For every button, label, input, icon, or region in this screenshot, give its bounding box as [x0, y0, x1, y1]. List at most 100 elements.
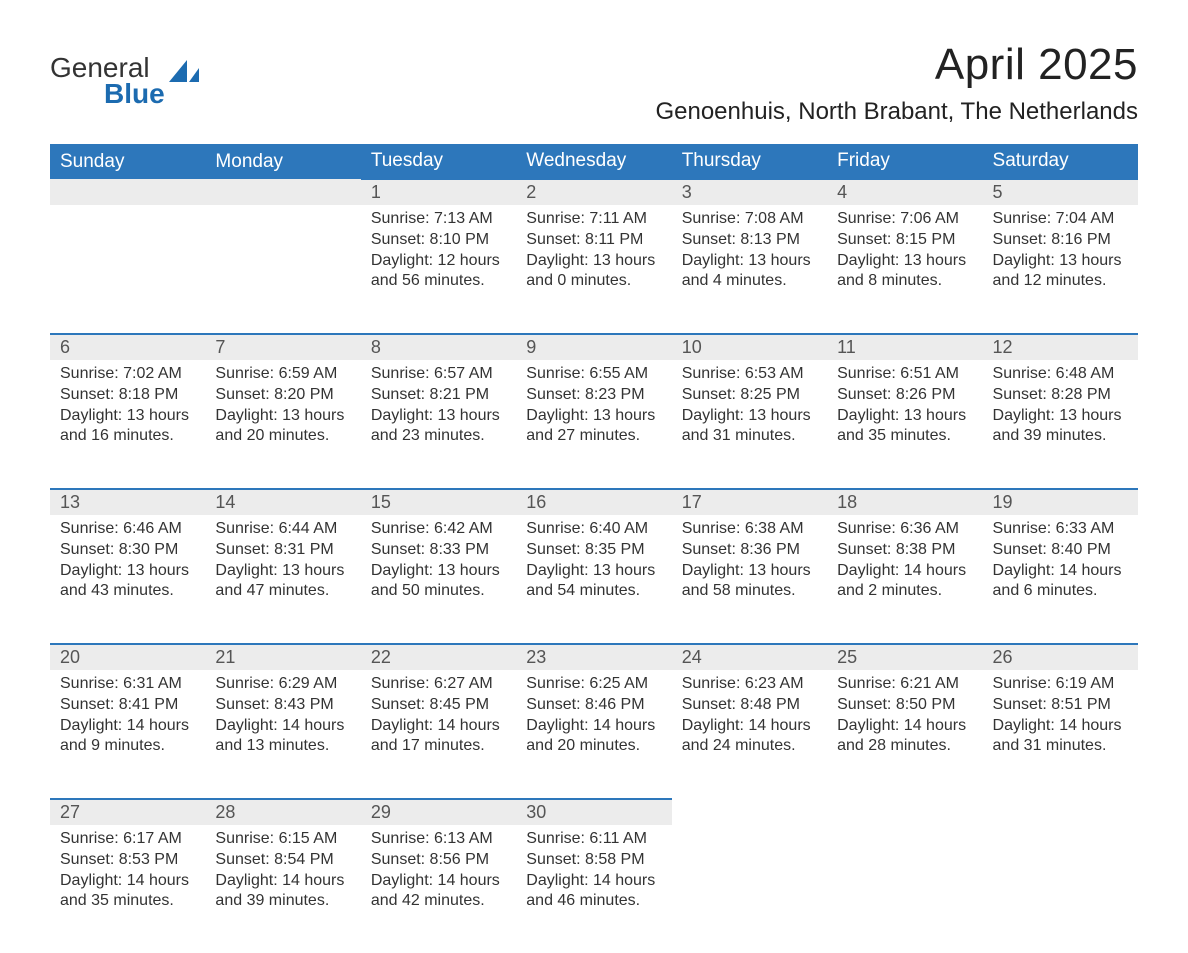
day-details: Sunrise: 6:36 AMSunset: 8:38 PMDaylight:… — [827, 515, 982, 602]
day-cell: Sunrise: 7:11 AMSunset: 8:11 PMDaylight:… — [516, 205, 671, 334]
day-details: Sunrise: 6:23 AMSunset: 8:48 PMDaylight:… — [672, 670, 827, 757]
day-number-cell: 12 — [983, 334, 1138, 360]
day-number: 18 — [827, 490, 982, 515]
day-number: 7 — [205, 335, 360, 360]
day-number: 12 — [983, 335, 1138, 360]
day-details: Sunrise: 6:25 AMSunset: 8:46 PMDaylight:… — [516, 670, 671, 757]
sunrise-line: Sunrise: 6:38 AM — [682, 519, 817, 540]
day-cell: Sunrise: 6:33 AMSunset: 8:40 PMDaylight:… — [983, 515, 1138, 644]
sunset-line: Sunset: 8:58 PM — [526, 850, 661, 871]
day-number: 16 — [516, 490, 671, 515]
day-number-cell: 9 — [516, 334, 671, 360]
weekday-header: Tuesday — [361, 144, 516, 179]
sunset-line: Sunset: 8:13 PM — [682, 230, 817, 251]
sunrise-line: Sunrise: 6:19 AM — [993, 674, 1128, 695]
day-number: 8 — [361, 335, 516, 360]
day-cell: Sunrise: 6:53 AMSunset: 8:25 PMDaylight:… — [672, 360, 827, 489]
day-number-cell: 8 — [361, 334, 516, 360]
sunset-line: Sunset: 8:26 PM — [837, 385, 972, 406]
sunrise-line: Sunrise: 7:13 AM — [371, 209, 506, 230]
day-details: Sunrise: 7:06 AMSunset: 8:15 PMDaylight:… — [827, 205, 982, 292]
sunset-line: Sunset: 8:23 PM — [526, 385, 661, 406]
day-cell: Sunrise: 6:48 AMSunset: 8:28 PMDaylight:… — [983, 360, 1138, 489]
daylight-line: Daylight: 13 hours and 4 minutes. — [682, 251, 817, 293]
page: General Blue April 2025 Genoenhuis, Nort… — [0, 0, 1188, 918]
day-cell: Sunrise: 6:46 AMSunset: 8:30 PMDaylight:… — [50, 515, 205, 644]
daylight-line: Daylight: 14 hours and 6 minutes. — [993, 561, 1128, 603]
sunset-line: Sunset: 8:33 PM — [371, 540, 506, 561]
sunset-line: Sunset: 8:11 PM — [526, 230, 661, 251]
day-number-row: 6789101112 — [50, 334, 1138, 360]
day-cell: Sunrise: 6:51 AMSunset: 8:26 PMDaylight:… — [827, 360, 982, 489]
sunrise-line: Sunrise: 6:42 AM — [371, 519, 506, 540]
day-cell — [50, 205, 205, 334]
day-number-cell: 16 — [516, 489, 671, 515]
sunset-line: Sunset: 8:43 PM — [215, 695, 350, 716]
day-number-cell — [50, 179, 205, 205]
sunset-line: Sunset: 8:16 PM — [993, 230, 1128, 251]
day-details: Sunrise: 6:11 AMSunset: 8:58 PMDaylight:… — [516, 825, 671, 912]
sunset-line: Sunset: 8:50 PM — [837, 695, 972, 716]
page-subtitle: Genoenhuis, North Brabant, The Netherlan… — [655, 98, 1138, 126]
sunrise-line: Sunrise: 6:59 AM — [215, 364, 350, 385]
day-cell — [672, 825, 827, 953]
day-cell: Sunrise: 6:44 AMSunset: 8:31 PMDaylight:… — [205, 515, 360, 644]
day-details: Sunrise: 6:33 AMSunset: 8:40 PMDaylight:… — [983, 515, 1138, 602]
day-number: 17 — [672, 490, 827, 515]
day-number-row: 13141516171819 — [50, 489, 1138, 515]
day-number-cell — [827, 799, 982, 825]
day-cell: Sunrise: 6:31 AMSunset: 8:41 PMDaylight:… — [50, 670, 205, 799]
daylight-line: Daylight: 13 hours and 58 minutes. — [682, 561, 817, 603]
day-cell: Sunrise: 6:59 AMSunset: 8:20 PMDaylight:… — [205, 360, 360, 489]
day-number-cell: 15 — [361, 489, 516, 515]
day-content-row: Sunrise: 7:02 AMSunset: 8:18 PMDaylight:… — [50, 360, 1138, 489]
daylight-line: Daylight: 14 hours and 2 minutes. — [837, 561, 972, 603]
day-number-cell: 21 — [205, 644, 360, 670]
day-number: 15 — [361, 490, 516, 515]
day-cell: Sunrise: 6:29 AMSunset: 8:43 PMDaylight:… — [205, 670, 360, 799]
daylight-line: Daylight: 13 hours and 35 minutes. — [837, 406, 972, 448]
title-block: April 2025 Genoenhuis, North Brabant, Th… — [655, 40, 1138, 126]
daylight-line: Daylight: 13 hours and 12 minutes. — [993, 251, 1128, 293]
daylight-line: Daylight: 13 hours and 31 minutes. — [682, 406, 817, 448]
daylight-line: Daylight: 13 hours and 0 minutes. — [526, 251, 661, 293]
sunset-line: Sunset: 8:56 PM — [371, 850, 506, 871]
daylight-line: Daylight: 13 hours and 39 minutes. — [993, 406, 1128, 448]
day-details: Sunrise: 6:15 AMSunset: 8:54 PMDaylight:… — [205, 825, 360, 912]
daylight-line: Daylight: 14 hours and 35 minutes. — [60, 871, 195, 913]
day-cell: Sunrise: 6:36 AMSunset: 8:38 PMDaylight:… — [827, 515, 982, 644]
sunset-line: Sunset: 8:40 PM — [993, 540, 1128, 561]
daylight-line: Daylight: 14 hours and 28 minutes. — [837, 716, 972, 758]
day-cell: Sunrise: 6:21 AMSunset: 8:50 PMDaylight:… — [827, 670, 982, 799]
day-content-row: Sunrise: 6:46 AMSunset: 8:30 PMDaylight:… — [50, 515, 1138, 644]
day-number: 9 — [516, 335, 671, 360]
day-number-cell — [672, 799, 827, 825]
day-details: Sunrise: 6:59 AMSunset: 8:20 PMDaylight:… — [205, 360, 360, 447]
day-number-cell: 23 — [516, 644, 671, 670]
day-content-row: Sunrise: 7:13 AMSunset: 8:10 PMDaylight:… — [50, 205, 1138, 334]
day-details: Sunrise: 6:31 AMSunset: 8:41 PMDaylight:… — [50, 670, 205, 757]
sunset-line: Sunset: 8:48 PM — [682, 695, 817, 716]
day-number: 4 — [827, 180, 982, 205]
day-details: Sunrise: 6:44 AMSunset: 8:31 PMDaylight:… — [205, 515, 360, 602]
sunrise-line: Sunrise: 6:44 AM — [215, 519, 350, 540]
daylight-line: Daylight: 14 hours and 31 minutes. — [993, 716, 1128, 758]
day-number-cell: 14 — [205, 489, 360, 515]
daylight-line: Daylight: 13 hours and 20 minutes. — [215, 406, 350, 448]
sunset-line: Sunset: 8:15 PM — [837, 230, 972, 251]
sunset-line: Sunset: 8:54 PM — [215, 850, 350, 871]
day-content-row: Sunrise: 6:31 AMSunset: 8:41 PMDaylight:… — [50, 670, 1138, 799]
day-number-cell: 26 — [983, 644, 1138, 670]
sunset-line: Sunset: 8:38 PM — [837, 540, 972, 561]
day-number: 22 — [361, 645, 516, 670]
day-number: 27 — [50, 800, 205, 825]
daylight-line: Daylight: 13 hours and 27 minutes. — [526, 406, 661, 448]
page-title: April 2025 — [655, 40, 1138, 90]
daylight-line: Daylight: 14 hours and 46 minutes. — [526, 871, 661, 913]
daylight-line: Daylight: 13 hours and 8 minutes. — [837, 251, 972, 293]
day-number-cell: 20 — [50, 644, 205, 670]
weekday-header: Friday — [827, 144, 982, 179]
day-number: 5 — [983, 180, 1138, 205]
day-cell: Sunrise: 6:55 AMSunset: 8:23 PMDaylight:… — [516, 360, 671, 489]
day-number-cell: 25 — [827, 644, 982, 670]
